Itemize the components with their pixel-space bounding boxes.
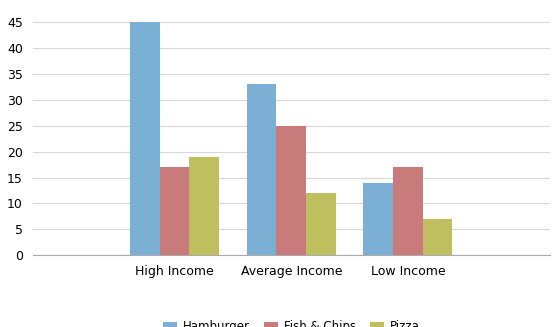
Bar — [423, 219, 452, 255]
Bar — [189, 157, 219, 255]
Bar — [393, 167, 423, 255]
Bar — [306, 193, 336, 255]
Bar — [247, 84, 276, 255]
Bar — [363, 183, 393, 255]
Bar — [130, 23, 160, 255]
Bar — [160, 167, 189, 255]
Legend: Hamburger, Fish & Chips, Pizza: Hamburger, Fish & Chips, Pizza — [158, 316, 425, 327]
Bar — [276, 126, 306, 255]
